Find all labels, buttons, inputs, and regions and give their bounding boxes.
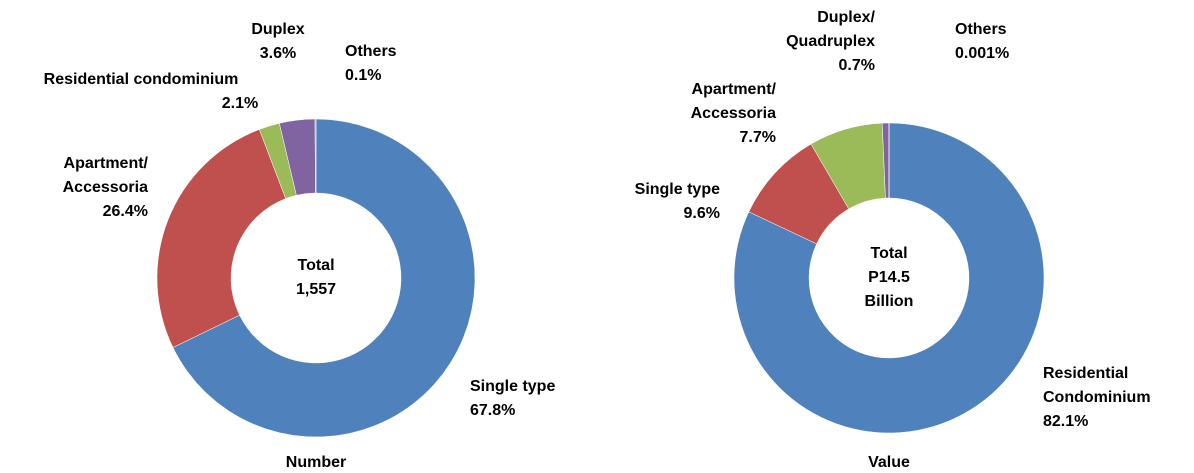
slice-label: Duplex	[251, 21, 304, 38]
slice-value-label: 67.8%	[470, 402, 515, 419]
slice-label: Residential	[1043, 365, 1128, 382]
slice-label: Apartment/	[692, 81, 777, 98]
donut-slice	[156, 129, 287, 348]
slice-value-label: 3.6%	[260, 45, 296, 62]
slice-label: Accessoria	[691, 105, 776, 122]
chart-title: Number	[286, 454, 346, 471]
slice-value-label: 0.1%	[345, 67, 381, 84]
chart-title: Value	[868, 454, 910, 471]
slice-label: Others	[955, 21, 1007, 38]
donut-slice	[733, 122, 1045, 434]
slice-value-label: 82.1%	[1043, 413, 1088, 430]
donut-slice	[314, 118, 317, 194]
center-label: P14.5	[868, 269, 910, 286]
slice-label: Residential condominium	[44, 71, 239, 88]
slice-label: Accessoria	[63, 179, 148, 196]
slice-label: Condominium	[1043, 389, 1151, 406]
slice-label: Duplex/	[817, 9, 875, 26]
center-label: 1,557	[296, 281, 336, 298]
center-label: Billion	[865, 293, 914, 310]
slice-label: Single type	[635, 181, 720, 198]
slice-label: Apartment/	[64, 155, 149, 172]
slice-value-label: 26.4%	[103, 203, 148, 220]
slice-label: Single type	[470, 378, 555, 395]
center-label: Total	[870, 245, 907, 262]
slice-label: Quadruplex	[786, 33, 875, 50]
slice-value-label: 0.7%	[839, 57, 875, 74]
donut-slice	[172, 118, 476, 438]
center-label: Total	[297, 257, 334, 274]
slice-value-label: 7.7%	[740, 129, 776, 146]
slice-value-label: 2.1%	[222, 95, 258, 112]
slice-value-label: 9.6%	[684, 205, 720, 222]
slice-label: Others	[345, 43, 397, 60]
slice-value-label: 0.001%	[955, 45, 1009, 62]
